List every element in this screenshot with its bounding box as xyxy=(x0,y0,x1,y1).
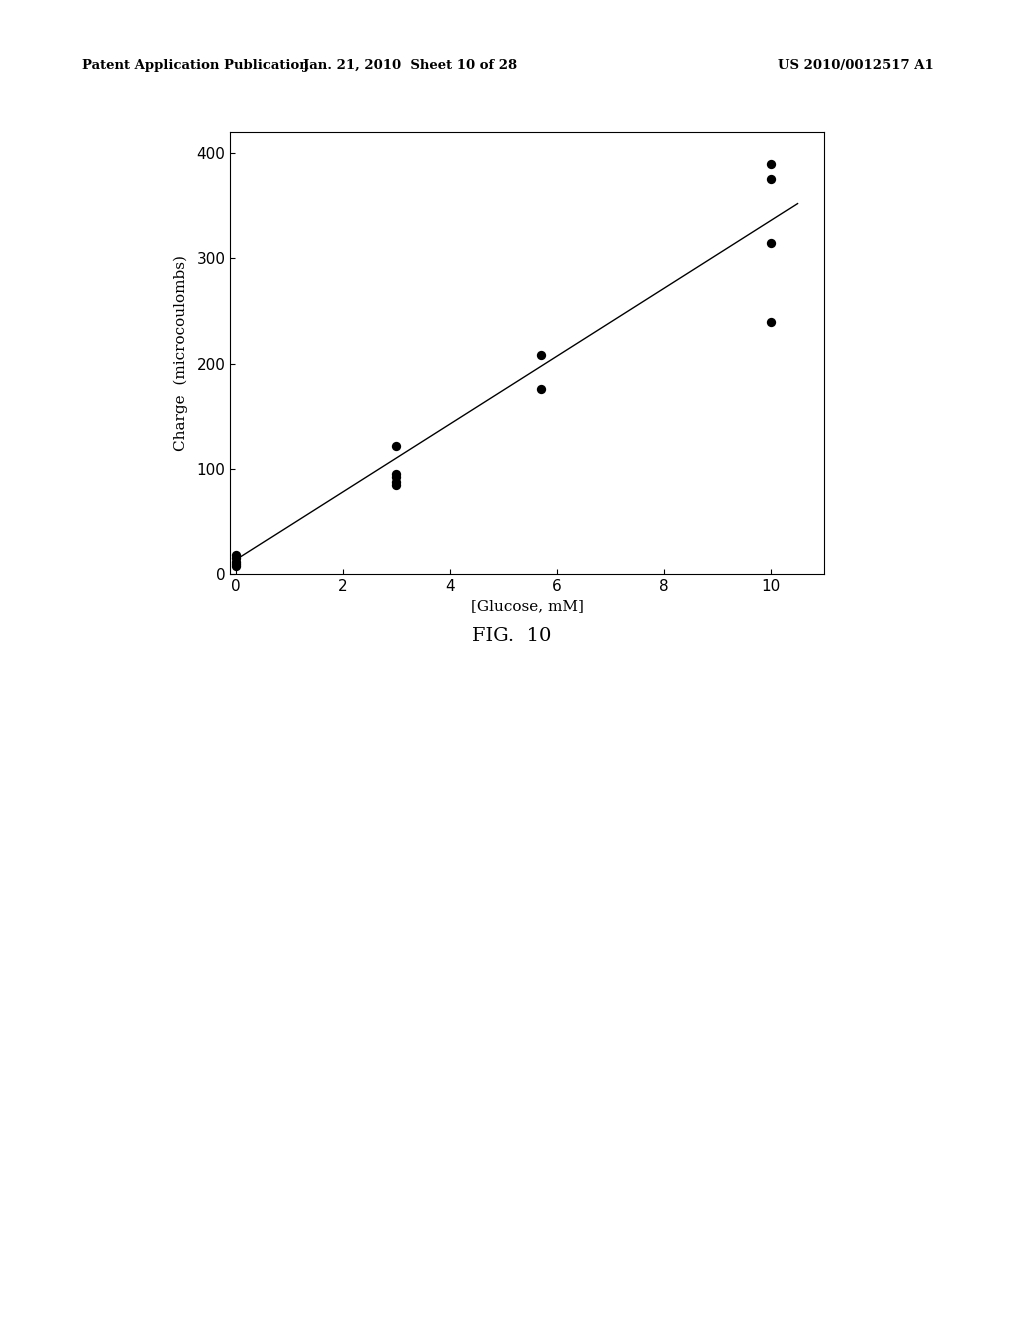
Point xyxy=(388,474,404,495)
Point xyxy=(532,379,549,400)
Point xyxy=(763,232,779,253)
Text: US 2010/0012517 A1: US 2010/0012517 A1 xyxy=(778,59,934,73)
Text: FIG.  10: FIG. 10 xyxy=(472,627,552,645)
Text: Patent Application Publication: Patent Application Publication xyxy=(82,59,308,73)
Point xyxy=(388,467,404,488)
Y-axis label: Charge  (microcoulombs): Charge (microcoulombs) xyxy=(174,255,188,451)
Point xyxy=(388,436,404,457)
Point xyxy=(532,345,549,366)
Point xyxy=(227,553,244,574)
Text: Jan. 21, 2010  Sheet 10 of 28: Jan. 21, 2010 Sheet 10 of 28 xyxy=(302,59,517,73)
Point xyxy=(227,548,244,569)
Point xyxy=(763,169,779,190)
Point xyxy=(388,463,404,484)
Point xyxy=(763,153,779,174)
X-axis label: [Glucose, mM]: [Glucose, mM] xyxy=(471,599,584,614)
Point xyxy=(388,471,404,492)
Point xyxy=(763,312,779,333)
Point xyxy=(227,545,244,566)
Point xyxy=(227,550,244,572)
Point xyxy=(227,556,244,577)
